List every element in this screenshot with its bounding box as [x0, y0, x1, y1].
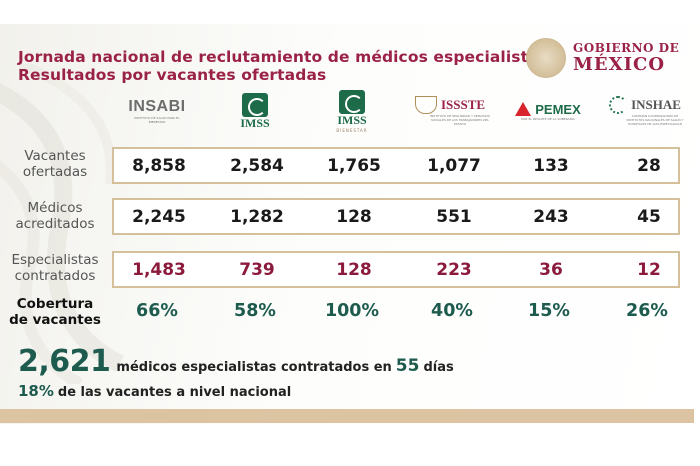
acreditados-value: 2,245: [132, 206, 186, 227]
row-label-contratados: Especialistas contratados: [0, 252, 110, 284]
summary-text-3: de las vacantes a nivel nacional: [57, 385, 292, 400]
row-label-line-2: ofertadas: [22, 164, 88, 180]
title-line-1: Jornada nacional de reclutamiento de méd…: [18, 48, 555, 66]
acreditados-value: 551: [436, 206, 472, 227]
pemex-logo: PEMEX POR EL RESCATE DE LA SOBERANÍA: [499, 88, 597, 134]
acreditados-value: 45: [637, 206, 661, 227]
pemex-name: PEMEX: [535, 101, 581, 117]
footer-bar: [0, 409, 694, 423]
cobertura-value: 26%: [626, 301, 668, 321]
insabi-subtitle: INSTITUTO DE SALUD PARA EL BIENESTAR: [134, 116, 180, 124]
imss-bienestar-logo: IMSS BIENESTAR: [303, 88, 401, 134]
inshae-subtitle: COMISIÓN COORDINADORA DE INSTITUTOS NACI…: [626, 114, 684, 126]
inshae-name: INSHAE: [631, 97, 681, 112]
row-label-line-1: Vacantes: [24, 148, 86, 164]
imss-name: IMSS: [240, 116, 270, 130]
cobertura-row: 66% 58% 100% 40% 15% 26%: [112, 296, 680, 326]
inshae-circle-icon: [609, 96, 628, 114]
total-contratados: 2,621: [18, 344, 111, 379]
row-label-vacantes: Vacantes ofertadas: [0, 148, 110, 180]
institution-logos: INSABI INSTITUTO DE SALUD PARA EL BIENES…: [108, 88, 698, 134]
row-label-line-2: contratados: [14, 268, 96, 284]
contratados-value: 128: [336, 259, 372, 280]
vacantes-value: 28: [637, 155, 661, 176]
issste-logo: ISSSTE INSTITUTO DE SEGURIDAD Y SERVICIO…: [401, 88, 499, 134]
acreditados-value: 1,282: [230, 206, 284, 227]
imss-logo: IMSS: [206, 88, 304, 134]
vacantes-value: 1,077: [427, 155, 481, 176]
summary-text-2: días: [423, 360, 454, 375]
issste-subtitle: INSTITUTO DE SEGURIDAD Y SERVICIOS SOCIA…: [430, 114, 490, 126]
row-label-cobertura: Cobertura de vacantes: [0, 296, 110, 328]
vacantes-value: 8,858: [132, 155, 186, 176]
contratados-value: 739: [239, 259, 275, 280]
issste-name: ISSSTE: [440, 97, 486, 112]
contratados-value: 1,483: [132, 259, 186, 280]
title-line-2: Resultados por vacantes ofertadas: [18, 66, 327, 84]
vacantes-value: 133: [533, 155, 569, 176]
pemex-eagle-icon: [515, 102, 532, 116]
coat-of-arms-seal-icon: [526, 38, 566, 78]
vacantes-value: 2,584: [230, 155, 284, 176]
row-label-acreditados: Médicos acreditados: [0, 200, 110, 232]
row-label-line-1: Cobertura: [16, 296, 94, 312]
gobierno-de-mexico-logo: GOBIERNO DE MÉXICO: [526, 38, 679, 78]
row-label-line-2: acreditados: [15, 216, 95, 232]
cobertura-value: 66%: [136, 301, 178, 321]
contratados-value: 36: [539, 259, 563, 280]
contratados-value: 223: [436, 259, 472, 280]
imss-bienestar-subtitle: BIENESTAR: [336, 127, 368, 133]
background-pattern-icon: [0, 64, 125, 384]
gov-logo-line-2: MÉXICO: [573, 54, 666, 75]
insabi-name: INSABI: [128, 98, 186, 115]
row-label-line-1: Especialistas: [11, 252, 99, 268]
gov-logo-line-1: GOBIERNO DE: [573, 41, 680, 55]
cobertura-value: 58%: [234, 301, 276, 321]
cobertura-value: 100%: [324, 301, 380, 321]
vacantes-value: 1,765: [327, 155, 381, 176]
imss-bienestar-eagle-icon: [339, 89, 365, 114]
acreditados-row-box: 2,245 1,282 128 551 243 45: [112, 198, 680, 235]
acreditados-value: 128: [336, 206, 372, 227]
summary-days: 55: [395, 356, 420, 376]
row-label-line-2: de vacantes: [9, 312, 101, 328]
imss-bienestar-name: IMSS: [337, 112, 367, 127]
inshae-logo: INSHAE COMISIÓN COORDINADORA DE INSTITUT…: [596, 88, 694, 134]
summary-text-1: médicos especialistas contratados en: [116, 360, 392, 375]
slide: Jornada nacional de reclutamiento de méd…: [0, 24, 700, 424]
acreditados-value: 243: [533, 206, 569, 227]
contratados-value: 12: [637, 259, 661, 280]
issste-hands-icon: [414, 96, 437, 114]
summary-line-2: 18% de las vacantes a nivel nacional: [18, 382, 291, 400]
row-label-line-1: Médicos: [27, 200, 83, 216]
vacantes-row-box: 8,858 2,584 1,765 1,077 133 28: [112, 147, 680, 184]
cobertura-value: 15%: [528, 301, 570, 321]
summary-percent: 18%: [18, 382, 54, 400]
imss-eagle-icon: [242, 93, 268, 117]
page-title: Jornada nacional de reclutamiento de méd…: [18, 48, 554, 84]
insabi-logo: INSABI INSTITUTO DE SALUD PARA EL BIENES…: [108, 88, 206, 134]
cobertura-value: 40%: [431, 301, 473, 321]
pemex-subtitle: POR EL RESCATE DE LA SOBERANÍA: [521, 116, 575, 121]
contratados-row-box: 1,483 739 128 223 36 12: [112, 251, 680, 288]
summary-line-1: 2,621 médicos especialistas contratados …: [18, 344, 454, 379]
